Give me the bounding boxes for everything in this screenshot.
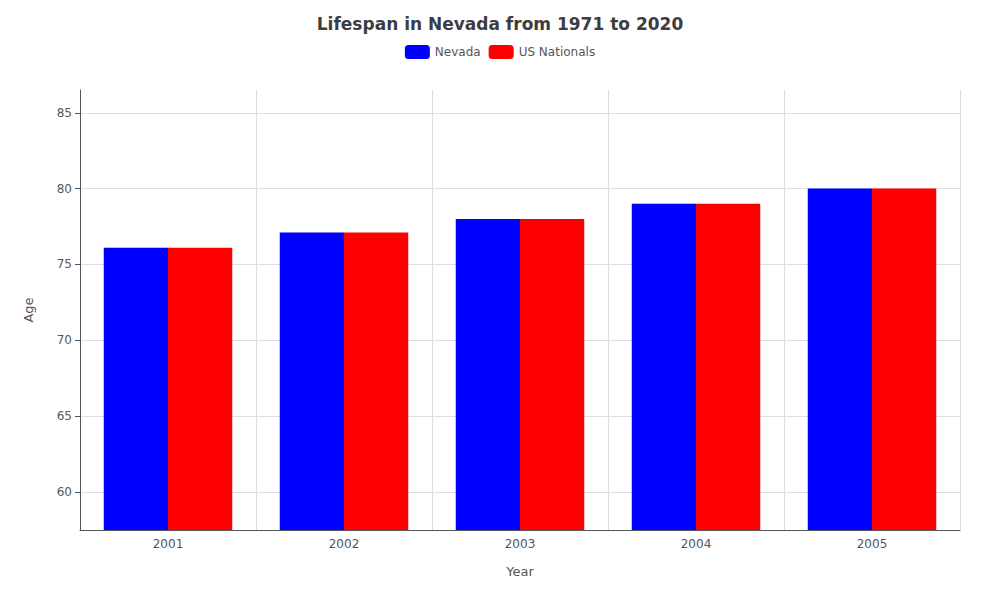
svg-text:80: 80 <box>57 182 72 196</box>
svg-text:65: 65 <box>57 409 72 423</box>
svg-text:Year: Year <box>505 564 534 579</box>
svg-text:Age: Age <box>21 297 36 322</box>
svg-text:2005: 2005 <box>857 537 888 551</box>
svg-text:70: 70 <box>57 333 72 347</box>
svg-text:85: 85 <box>57 106 72 120</box>
svg-text:Nevada: Nevada <box>435 45 481 59</box>
svg-text:2002: 2002 <box>329 537 360 551</box>
svg-text:2001: 2001 <box>153 537 184 551</box>
svg-text:US Nationals: US Nationals <box>519 45 595 59</box>
svg-text:60: 60 <box>57 485 72 499</box>
svg-text:Lifespan in Nevada from 1971 t: Lifespan in Nevada from 1971 to 2020 <box>317 14 684 34</box>
svg-text:2004: 2004 <box>681 537 712 551</box>
svg-text:75: 75 <box>57 257 72 271</box>
svg-text:2003: 2003 <box>505 537 536 551</box>
